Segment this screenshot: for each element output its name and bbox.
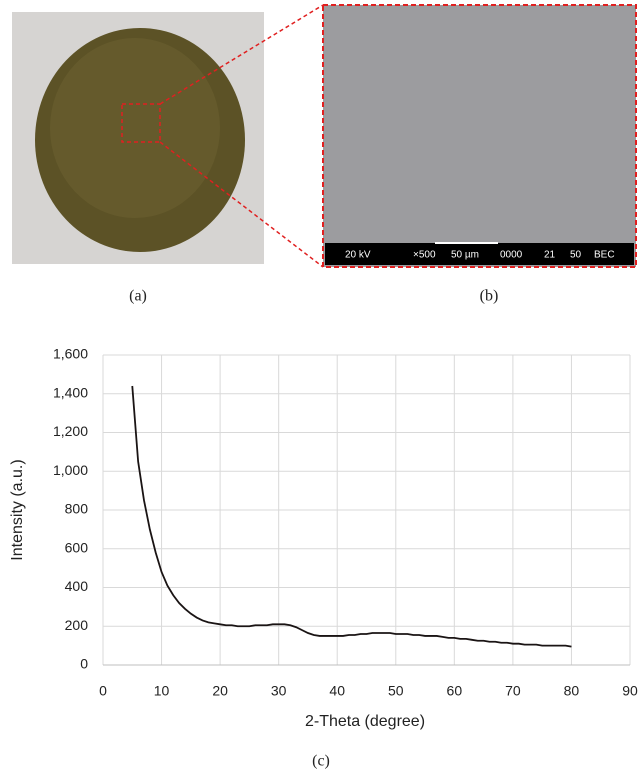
x-tick-label: 0: [99, 683, 107, 699]
sem-info: 20 kV: [345, 250, 371, 261]
x-tick-label: 50: [388, 683, 404, 699]
panel-label: (a): [129, 288, 147, 305]
x-tick-label: 40: [329, 683, 345, 699]
sem-info: 0000: [500, 250, 523, 261]
y-axis-title: Intensity (a.u.): [9, 459, 26, 560]
sem-info: 50: [570, 250, 582, 261]
sem-info-bar: [325, 243, 634, 265]
y-tick-label: 0: [80, 656, 88, 672]
x-tick-label: 70: [505, 683, 521, 699]
x-tick-label: 60: [447, 683, 463, 699]
x-tick-label: 20: [212, 683, 228, 699]
sem-info: BEC: [594, 250, 615, 261]
x-tick-label: 90: [622, 683, 638, 699]
panel-label: (b): [480, 288, 499, 305]
y-tick-label: 1,400: [53, 384, 88, 400]
y-tick-label: 1,200: [53, 423, 88, 439]
zoom-line: [159, 4, 324, 105]
data-line: [131, 385, 572, 648]
sem-info: 21: [544, 250, 556, 261]
x-tick-label: 10: [154, 683, 170, 699]
y-tick-label: 800: [65, 501, 89, 517]
sem-info: ×500: [413, 250, 436, 261]
y-tick-label: 1,600: [53, 346, 88, 362]
zoom-line: [159, 141, 324, 268]
zoom-box: [121, 103, 161, 143]
y-tick-label: 200: [65, 617, 89, 633]
x-tick-label: 80: [564, 683, 580, 699]
y-tick-label: 1,000: [53, 462, 88, 478]
sem-image: [322, 4, 637, 268]
panel-label: (c): [312, 753, 330, 770]
y-tick-label: 600: [65, 539, 89, 555]
y-tick-label: 400: [65, 578, 89, 594]
sem-info: 50 µm: [451, 250, 479, 261]
x-axis-title: 2-Theta (degree): [305, 713, 425, 730]
disc-shading: [50, 38, 220, 218]
x-tick-label: 30: [271, 683, 287, 699]
